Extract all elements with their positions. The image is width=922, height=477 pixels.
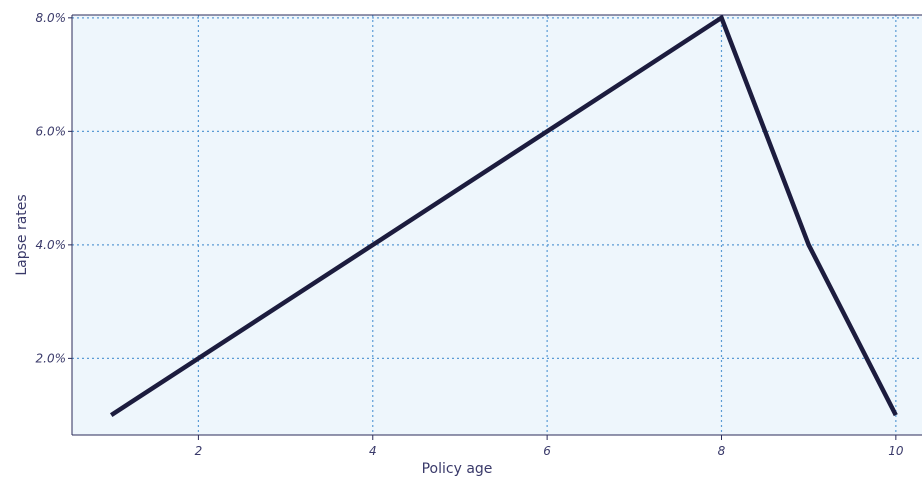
axes	[68, 14, 922, 440]
x-axis-title: Policy age	[422, 461, 493, 477]
x-tick-label: 8	[718, 444, 726, 458]
x-tick-label: 10	[888, 444, 904, 458]
plot-background	[72, 15, 922, 435]
x-tick-label: 6	[543, 444, 551, 458]
y-tick-label: 4.0%	[36, 238, 67, 252]
x-tick-label: 2	[195, 444, 203, 458]
y-tick-label: 6.0%	[36, 124, 67, 138]
series-line	[109, 14, 898, 417]
x-tick-label: 4	[369, 444, 377, 458]
series-layer	[109, 14, 898, 417]
gridlines	[72, 15, 922, 435]
y-axis-title: Lapse rates	[14, 194, 30, 275]
tick-labels: 2 4 6 8 10 2.0% 4.0% 6.0% 8.0%	[36, 11, 904, 458]
y-tick-label: 2.0%	[36, 351, 67, 365]
y-tick-label: 8.0%	[36, 11, 67, 25]
